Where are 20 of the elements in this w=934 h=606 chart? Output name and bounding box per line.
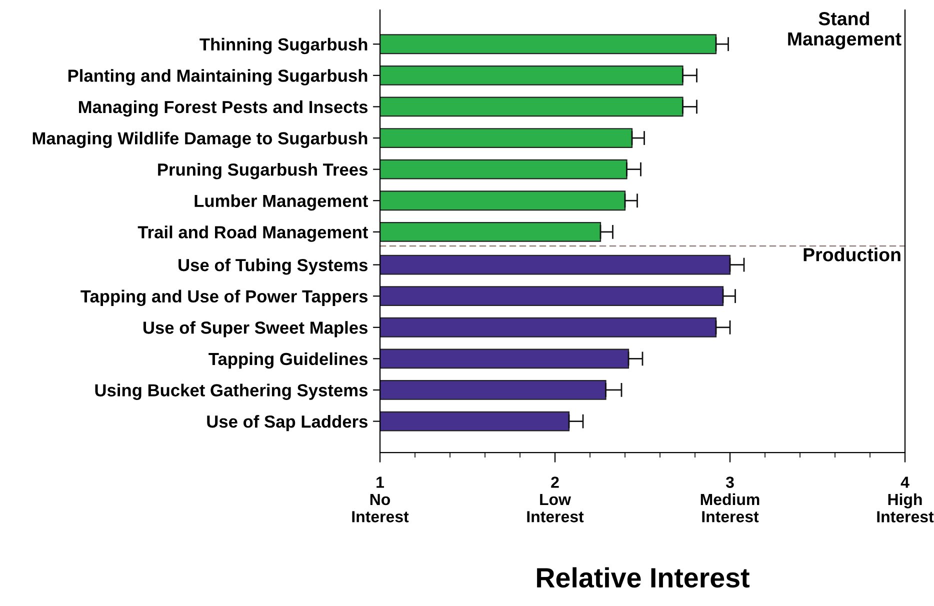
y-tick-label: Use of Super Sweet Maples <box>143 321 368 338</box>
y-tick-label: Trail and Road Management <box>138 226 368 242</box>
y-tick-label: Planting and Maintaining Sugarbush <box>68 69 368 86</box>
y-tick-label: Use of Tubing Systems <box>178 258 368 275</box>
y-tick-label: Pruning Sugarbush Trees <box>158 163 368 180</box>
y-tick-label: Tapping and Use of Power Tappers <box>80 290 368 306</box>
y-tick-label: Lumber Management <box>194 194 368 211</box>
x-axis-title: Relative Interest <box>537 567 750 588</box>
y-tick-label: Managing Wildlife Damage to Sugarbush <box>32 132 368 148</box>
y-tick-label: Tapping Guidelines <box>208 352 368 369</box>
y-tick-label: Thinning Sugarbush <box>200 38 368 54</box>
x-tick-label: 1 No Interest <box>352 476 409 522</box>
x-tick-label: 2 Low Interest <box>527 476 584 522</box>
y-tick-label: Managing Forest Pests and Insects <box>78 100 368 117</box>
annotation: Stand Management <box>788 12 902 50</box>
x-tick-label: 4 High Interest <box>877 476 934 522</box>
annotation: Production <box>804 248 900 262</box>
y-tick-label: Using Bucket Gathering Systems <box>95 384 368 400</box>
y-tick-label: Use of Sap Ladders <box>207 414 368 432</box>
x-tick-label: 3 Medium Interest <box>700 476 760 522</box>
